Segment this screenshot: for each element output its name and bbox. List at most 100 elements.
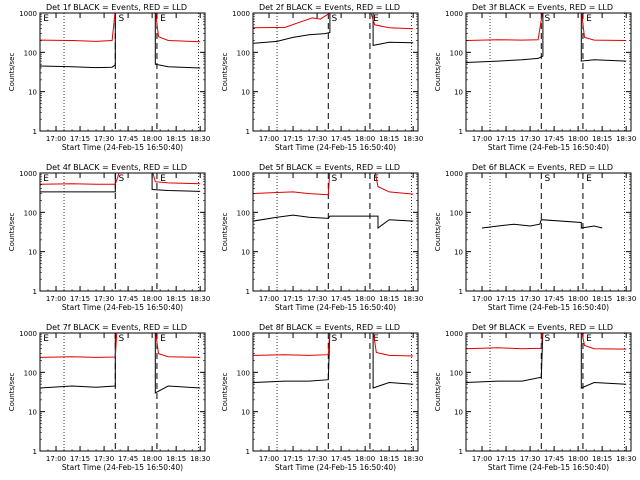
det-panel-8: Det 8f BLACK = Events, RED = LLD S E 1 10 100…	[221, 323, 423, 472]
x-tick-label: 17:15	[283, 295, 303, 303]
y-tick-label: 1	[459, 448, 463, 456]
y-tick-label: 100	[24, 49, 37, 57]
y-tick-label: 1000	[232, 170, 250, 178]
series-line-events	[481, 219, 603, 229]
y-axis-title: Counts/sec	[8, 213, 16, 252]
plot-frame	[252, 12, 419, 132]
x-tick-label: 17:00	[259, 295, 279, 303]
series-line-lld	[40, 13, 201, 43]
x-tick-label: 17:00	[472, 135, 492, 143]
y-tick-label: 100	[237, 209, 250, 217]
x-tick-label: 18:15	[166, 295, 186, 303]
x-tick-label: 17:30	[94, 455, 114, 463]
y-tick-label: 10	[454, 249, 463, 257]
y-tick-label: 1000	[445, 10, 463, 18]
marker-label: E	[586, 174, 592, 184]
x-tick-label: 17:45	[118, 135, 138, 143]
x-tick-label: 17:30	[94, 135, 114, 143]
det-panel-7: Det 7f BLACK = Events, RED = LLD E S E 1 10 10…	[8, 323, 210, 472]
y-axis-title: Counts/sec	[8, 373, 16, 412]
marker-label: S	[331, 14, 337, 24]
x-axis-title: Start Time (24-Feb-15 16:50:40)	[275, 303, 396, 312]
det-panel-1: Det 1f BLACK = Events, RED = LLD E S E 1 10 10…	[8, 3, 210, 152]
marker-label: E	[160, 14, 166, 24]
y-axis-title: Counts/sec	[434, 53, 442, 92]
x-tick-label: 18:30	[616, 455, 636, 463]
x-tick-label: 17:00	[259, 455, 279, 463]
y-axis-title: Counts/sec	[221, 53, 229, 92]
panel-title: Det 5f BLACK = Events, RED = LLD	[259, 163, 400, 172]
x-tick-label: 17:30	[307, 135, 327, 143]
y-axis-title: Counts/sec	[221, 373, 229, 412]
x-tick-label: 17:30	[520, 455, 540, 463]
y-tick-label: 1	[459, 128, 463, 136]
panel-title: Det 6f BLACK = Events, RED = LLD	[472, 163, 613, 172]
marker-label: S	[544, 14, 550, 24]
x-tick-label: 18:30	[190, 455, 210, 463]
y-tick-label: 100	[450, 49, 463, 57]
marker-label: S	[544, 334, 550, 344]
x-tick-label: 18:15	[379, 295, 399, 303]
x-tick-label: 17:00	[46, 295, 66, 303]
x-tick-label: 17:45	[118, 455, 138, 463]
x-axis-title: Start Time (24-Feb-15 16:50:40)	[488, 143, 609, 152]
marker-label: E	[373, 334, 379, 344]
series-line-events	[466, 13, 627, 63]
x-tick-label: 18:00	[568, 135, 588, 143]
y-axis-title: Counts/sec	[221, 213, 229, 252]
x-tick-label: 17:45	[331, 455, 351, 463]
series-line-events	[253, 333, 414, 389]
y-tick-label: 10	[241, 89, 250, 97]
y-tick-label: 100	[237, 369, 250, 377]
det-panel-6: Det 6f BLACK = Events, RED = LLD S E 1 10 100…	[434, 163, 636, 312]
x-tick-label: 18:00	[355, 295, 375, 303]
y-tick-label: 10	[241, 409, 250, 417]
y-tick-label: 1000	[232, 330, 250, 338]
x-tick-label: 18:00	[355, 135, 375, 143]
y-tick-label: 1000	[19, 330, 37, 338]
x-axis-title: Start Time (24-Feb-15 16:50:40)	[275, 143, 396, 152]
marker-label: E	[43, 174, 49, 184]
y-tick-label: 10	[28, 89, 37, 97]
y-tick-label: 100	[24, 369, 37, 377]
marker-label: E	[160, 174, 166, 184]
plot-frame	[252, 172, 419, 292]
plot-frame	[465, 332, 632, 452]
x-tick-label: 17:00	[472, 295, 492, 303]
y-tick-label: 10	[28, 409, 37, 417]
y-axis-title: Counts/sec	[434, 373, 442, 412]
marker-label: E	[43, 334, 49, 344]
det-panel-2: Det 2f BLACK = Events, RED = LLD S E 1 10 100…	[221, 3, 423, 152]
x-tick-label: 18:30	[403, 455, 423, 463]
y-tick-label: 1000	[19, 10, 37, 18]
x-axis-title: Start Time (24-Feb-15 16:50:40)	[62, 463, 183, 472]
series-line-lld	[253, 173, 414, 196]
y-tick-label: 1000	[445, 170, 463, 178]
marker-label: E	[43, 14, 49, 24]
x-tick-label: 17:45	[544, 455, 564, 463]
series-line-lld	[253, 13, 414, 30]
y-tick-label: 1	[459, 288, 463, 296]
plot-frame	[39, 332, 206, 452]
panel-title: Det 9f BLACK = Events, RED = LLD	[472, 323, 613, 332]
det-panel-3: Det 3f BLACK = Events, RED = LLD S E 1 10 100…	[434, 3, 636, 152]
x-tick-label: 17:30	[520, 295, 540, 303]
series-line-lld	[40, 333, 201, 358]
x-tick-label: 17:15	[70, 295, 90, 303]
x-tick-label: 17:45	[544, 135, 564, 143]
series-line-lld	[466, 13, 627, 41]
panel-title: Det 7f BLACK = Events, RED = LLD	[46, 323, 187, 332]
panel-title: Det 1f BLACK = Events, RED = LLD	[46, 3, 187, 12]
y-tick-label: 1	[33, 288, 37, 296]
y-tick-label: 100	[450, 209, 463, 217]
plot-frame	[252, 332, 419, 452]
x-tick-label: 18:15	[592, 295, 612, 303]
marker-label: S	[331, 174, 337, 184]
y-tick-label: 1	[246, 288, 250, 296]
panel-title: Det 2f BLACK = Events, RED = LLD	[259, 3, 400, 12]
marker-label: S	[544, 174, 550, 184]
series-line-lld	[40, 173, 201, 185]
x-tick-label: 18:30	[403, 295, 423, 303]
series-line-events	[40, 333, 201, 394]
